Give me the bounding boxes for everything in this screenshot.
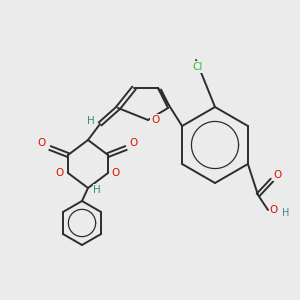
Text: O: O [130, 138, 138, 148]
Text: O: O [112, 168, 120, 178]
Text: Cl: Cl [193, 62, 203, 72]
Text: O: O [273, 170, 281, 180]
Text: O: O [56, 168, 64, 178]
Text: O: O [151, 115, 159, 125]
Text: O: O [38, 138, 46, 148]
Text: H: H [282, 208, 290, 218]
Text: H: H [93, 185, 101, 195]
Text: O: O [270, 205, 278, 215]
Text: H: H [87, 116, 95, 126]
